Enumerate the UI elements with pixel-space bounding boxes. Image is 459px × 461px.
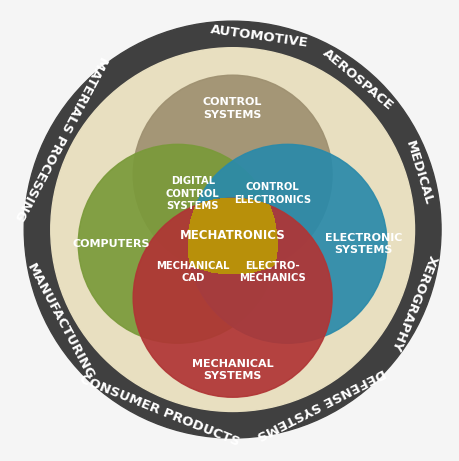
Text: AUTOMOTIVE: AUTOMOTIVE: [209, 23, 309, 50]
Text: CONTROL
ELECTRONICS: CONTROL ELECTRONICS: [233, 183, 310, 205]
Text: CONTROL
SYSTEMS: CONTROL SYSTEMS: [202, 97, 262, 119]
Text: DIGITAL
CONTROL
SYSTEMS: DIGITAL CONTROL SYSTEMS: [166, 176, 219, 211]
Text: ELECTRO-
MECHANICS: ELECTRO- MECHANICS: [239, 261, 305, 284]
Text: AEROSPACE: AEROSPACE: [319, 47, 395, 113]
Text: MECHANICAL
SYSTEMS: MECHANICAL SYSTEMS: [191, 359, 273, 381]
Text: MATERIALS PROCESSING: MATERIALS PROCESSING: [11, 53, 109, 222]
Text: MANUFACTURING: MANUFACTURING: [24, 261, 96, 382]
Text: DEFENSE SYSTEMS: DEFENSE SYSTEMS: [254, 365, 387, 442]
Circle shape: [24, 21, 440, 438]
Circle shape: [78, 144, 277, 343]
Circle shape: [188, 144, 386, 343]
Text: MEDICAL: MEDICAL: [403, 139, 434, 207]
Circle shape: [133, 75, 331, 274]
Text: COMPUTERS: COMPUTERS: [73, 239, 150, 249]
Text: MECHATRONICS: MECHATRONICS: [179, 229, 285, 242]
Text: XEROGRAPHY: XEROGRAPHY: [387, 253, 438, 353]
Circle shape: [133, 198, 331, 397]
Text: ELECTRONIC
SYSTEMS: ELECTRONIC SYSTEMS: [324, 233, 401, 255]
Text: CONSUMER PRODUCTS: CONSUMER PRODUCTS: [78, 372, 241, 449]
Circle shape: [50, 47, 414, 412]
Text: MECHANICAL
CAD: MECHANICAL CAD: [156, 261, 229, 284]
